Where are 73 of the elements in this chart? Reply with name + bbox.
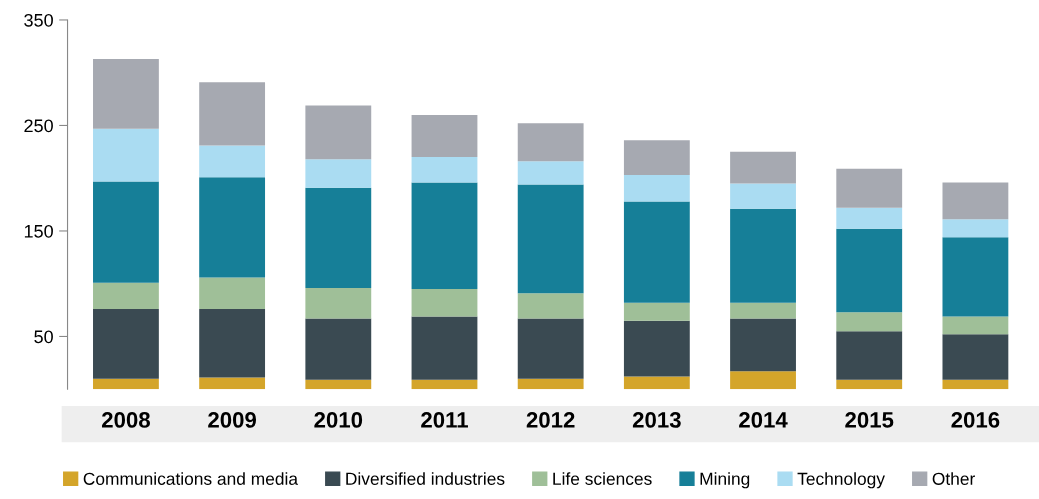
bar — [305, 379, 372, 390]
legend-label: Diversified industries — [346, 472, 505, 485]
y-tick-label: 150 — [24, 224, 53, 238]
x-tick-label: 2012 — [526, 412, 575, 428]
bar — [942, 334, 1009, 380]
bar — [411, 114, 478, 158]
bar — [305, 287, 372, 319]
bar — [411, 316, 478, 380]
y-tick-label: 250 — [24, 119, 53, 133]
bar — [836, 168, 903, 208]
bar — [517, 318, 584, 379]
bar — [730, 302, 796, 319]
bar — [942, 379, 1009, 390]
bar — [942, 316, 1009, 335]
bar — [305, 159, 372, 188]
legend-label: Life sciences — [553, 472, 652, 485]
legend-label: Mining — [700, 472, 750, 489]
x-tick-label: 2010 — [314, 412, 363, 428]
y-tick-label: 50 — [34, 330, 53, 344]
x-tick-label: 2008 — [101, 412, 150, 428]
bar — [623, 201, 690, 303]
bar — [517, 184, 584, 294]
bar — [730, 183, 796, 209]
bar — [199, 309, 266, 378]
bar — [199, 145, 266, 178]
x-tick-label: 2015 — [845, 412, 894, 428]
bar — [517, 293, 584, 319]
bar — [411, 157, 478, 183]
legend-label: Communications and media — [83, 472, 299, 485]
bar — [305, 318, 372, 380]
bar — [836, 331, 903, 380]
bar — [93, 181, 159, 283]
legend-label: Other — [932, 472, 975, 485]
x-tick-label: 2011 — [421, 412, 468, 428]
bar — [199, 277, 266, 310]
bar — [623, 175, 690, 202]
bar — [836, 207, 903, 229]
bar — [730, 318, 796, 372]
bar — [93, 378, 159, 390]
bar — [623, 320, 690, 377]
bar — [411, 288, 478, 317]
bar — [836, 379, 903, 390]
bar — [517, 378, 584, 390]
bar — [623, 140, 690, 176]
bar — [93, 282, 159, 310]
bar — [730, 208, 796, 303]
bar — [942, 219, 1009, 238]
bar — [942, 182, 1009, 220]
bar — [305, 187, 372, 288]
bar — [623, 376, 690, 390]
bar — [411, 182, 478, 289]
bar — [93, 309, 159, 379]
bar — [517, 123, 584, 162]
bar — [199, 177, 266, 278]
bar — [93, 59, 159, 129]
x-tick-label: 2009 — [208, 412, 257, 428]
x-tick-label: 2013 — [632, 412, 681, 428]
bar — [305, 105, 372, 160]
y-tick-label: 350 — [24, 13, 53, 27]
bar — [411, 379, 478, 390]
bar — [942, 237, 1009, 317]
bar — [199, 377, 266, 390]
bar — [730, 151, 796, 184]
x-tick-label: 2016 — [951, 412, 1000, 428]
bar — [93, 128, 159, 182]
bar — [199, 82, 266, 146]
x-tick-label: 2014 — [739, 412, 788, 428]
legend-label: Technology — [797, 472, 885, 489]
bar — [836, 228, 903, 313]
bar — [517, 161, 584, 185]
bar — [836, 312, 903, 332]
bar — [623, 302, 690, 321]
bar — [730, 371, 796, 390]
